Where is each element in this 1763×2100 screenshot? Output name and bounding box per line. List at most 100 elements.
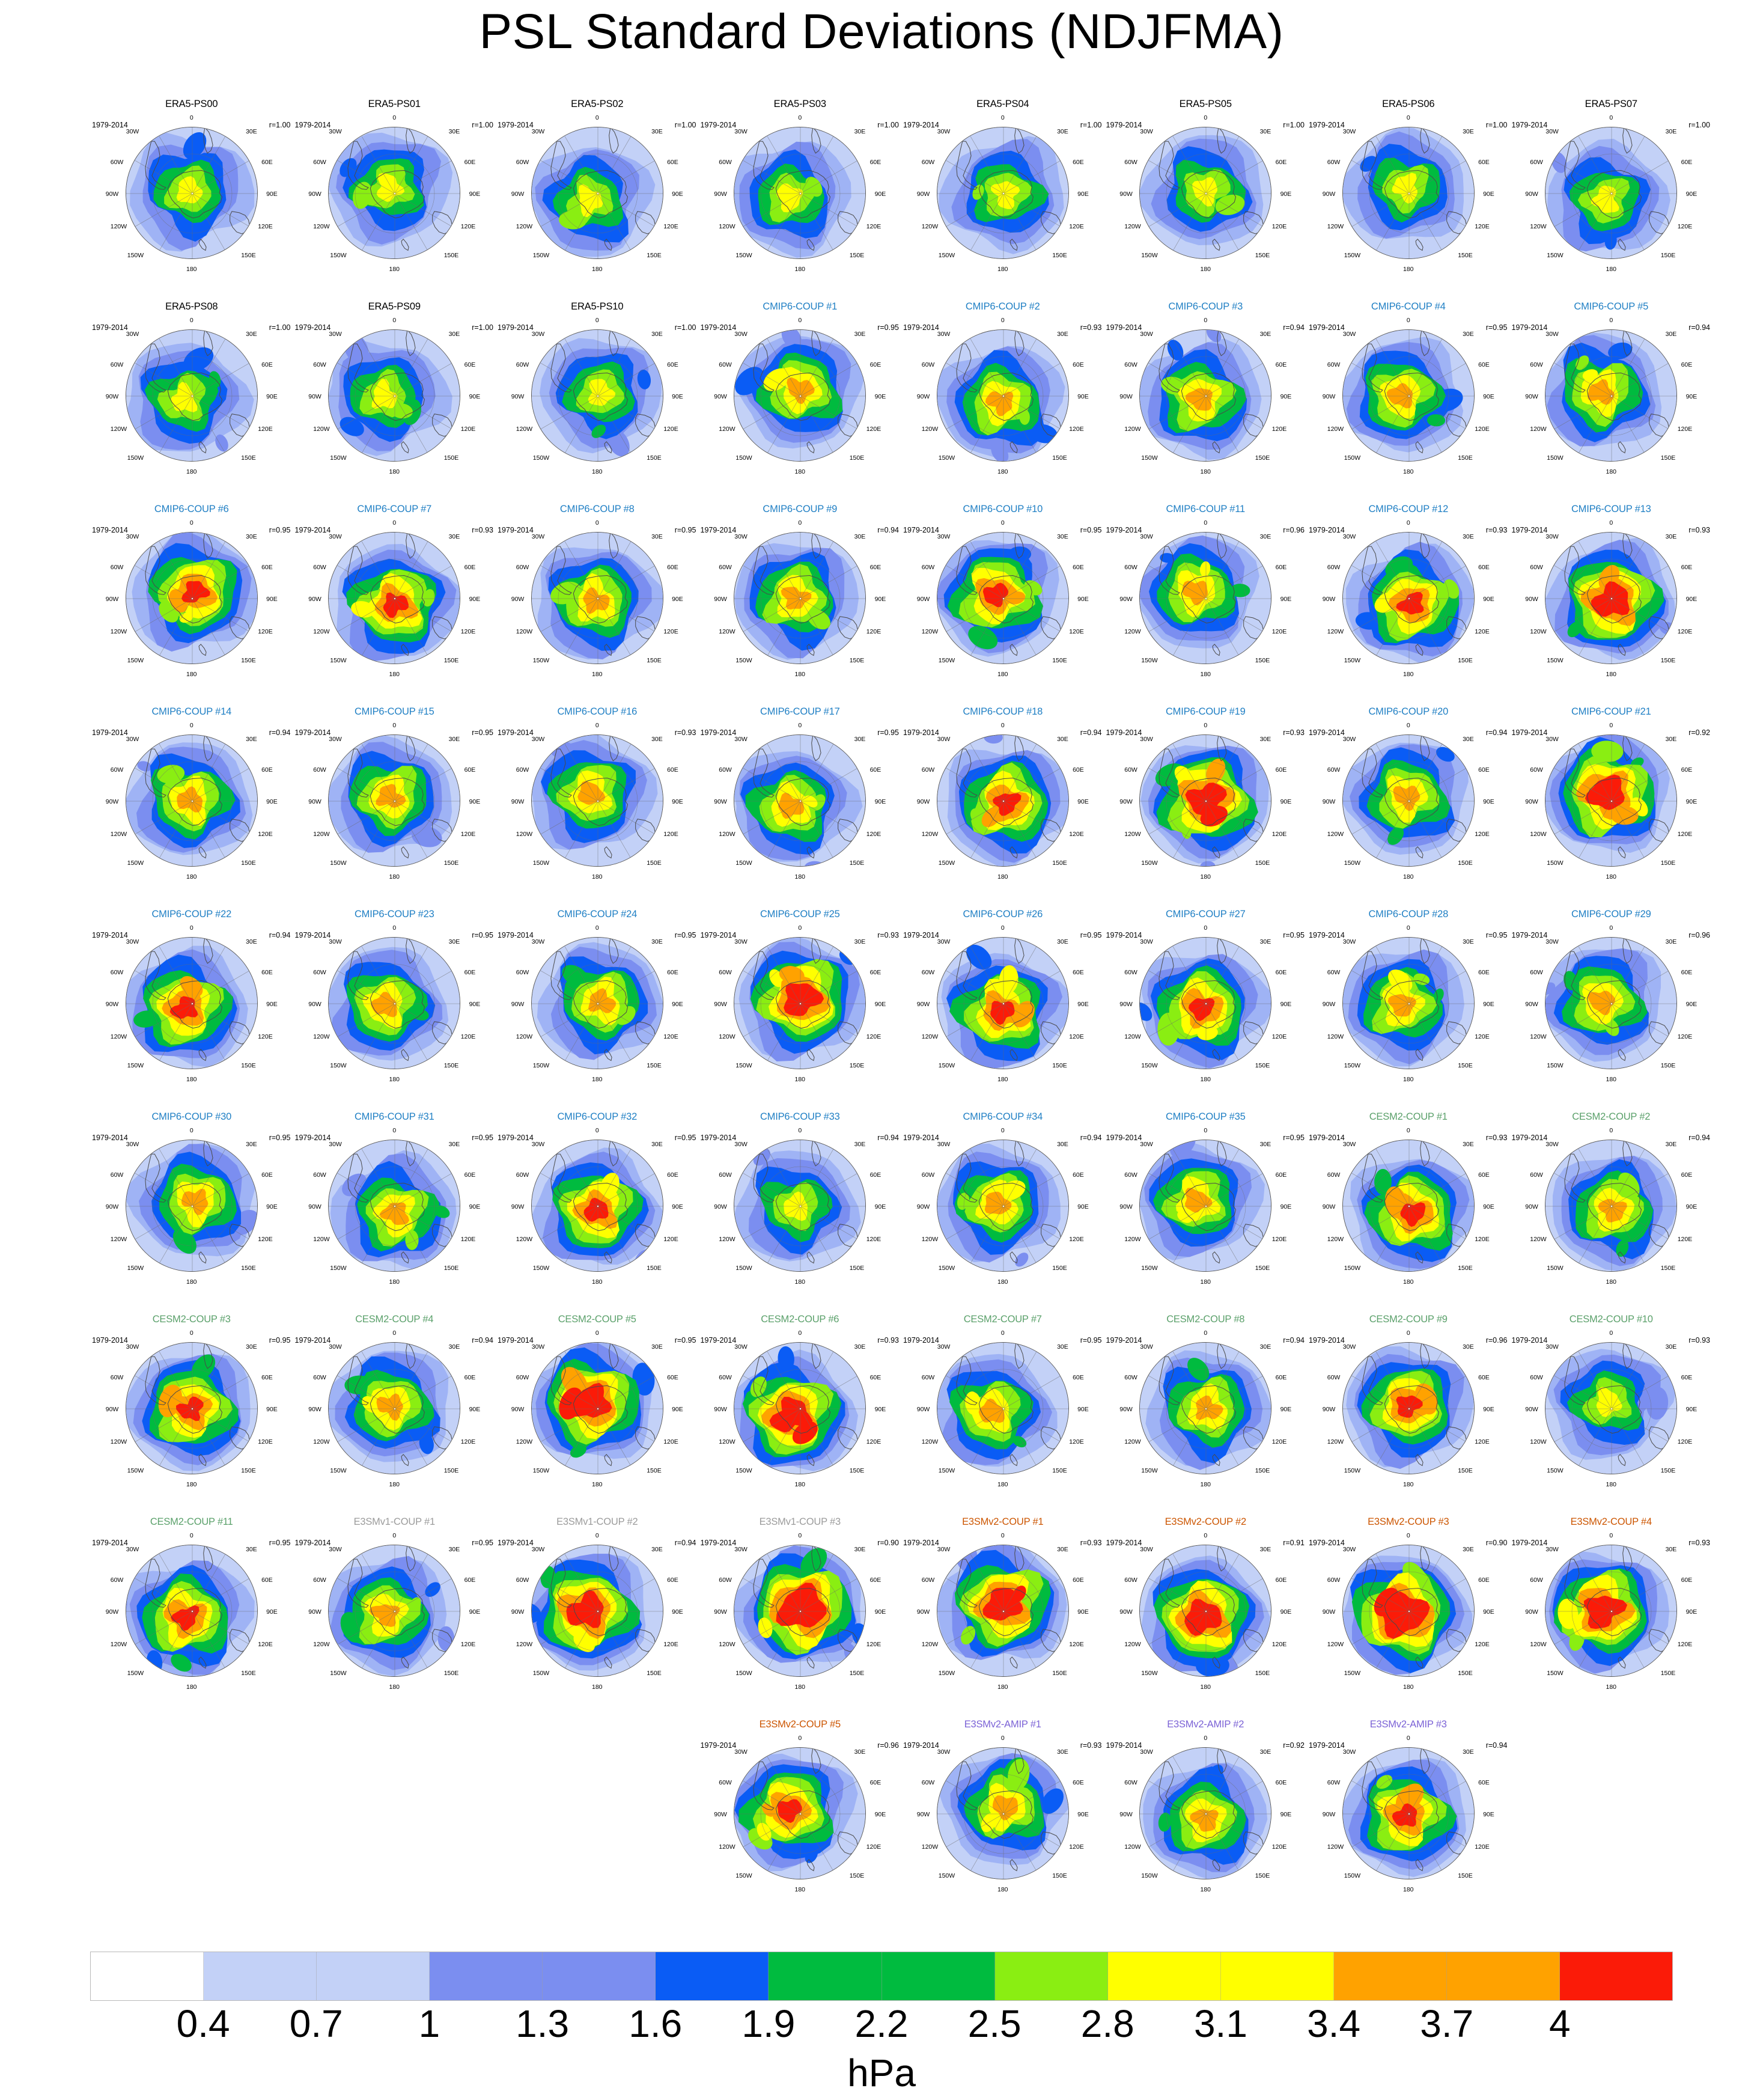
map-panel[interactable]: CMIP6-COUP #31 1979-2014 r=0.95 0 30E 60E 90E 1… bbox=[293, 1112, 496, 1314]
map-panel[interactable]: ERA5-PS09 1979-2014 r=1.00 0 30E 60E 90E 120E 15… bbox=[293, 302, 496, 504]
map-panel[interactable]: CMIP6-COUP #16 1979-2014 r=0.93 0 30E 60E 90E 1… bbox=[496, 707, 699, 909]
longitude-label: 150W bbox=[1547, 454, 1564, 462]
map-panel[interactable]: CMIP6-COUP #25 1979-2014 r=0.93 0 30E 60E 90E 1… bbox=[699, 909, 902, 1112]
longitude-label: 150W bbox=[1547, 1062, 1564, 1069]
map-panel[interactable]: CMIP6-COUP #17 1979-2014 r=0.95 0 30E 60E 90E 1… bbox=[699, 707, 902, 909]
longitude-label: 60E bbox=[1275, 1779, 1287, 1786]
map-panel[interactable]: CMIP6-COUP #2 1979-2014 r=0.93 0 30E 60E 90E 12… bbox=[901, 302, 1104, 504]
map-panel[interactable]: CMIP6-COUP #14 1979-2014 r=0.94 0 30E 60E 90E 1… bbox=[90, 707, 293, 909]
longitude-label: 30W bbox=[126, 736, 139, 743]
map-panel[interactable]: CMIP6-COUP #13 1979-2014 r=0.93 0 30E 60E 90E 1… bbox=[1510, 504, 1713, 707]
longitude-label: 0 bbox=[1406, 1735, 1410, 1742]
map-panel[interactable]: CMIP6-COUP #3 1979-2014 r=0.94 0 30E 60E 90E 12… bbox=[1104, 302, 1308, 504]
map-panel[interactable]: E3SMv2-AMIP #3 1979-2014 r=0.94 0 30E 60E 90E 1… bbox=[1307, 1720, 1510, 1922]
map-panel[interactable]: ERA5-PS03 1979-2014 r=1.00 0 30E 60E 90E 120E 15… bbox=[699, 99, 902, 302]
map-panel[interactable]: ERA5-PS05 1979-2014 r=1.00 0 30E 60E 90E 120E 15… bbox=[1104, 99, 1308, 302]
map-panel[interactable]: CMIP6-COUP #18 1979-2014 r=0.94 0 30E 60E 90E 1… bbox=[901, 707, 1104, 909]
longitude-label: 90W bbox=[1322, 1406, 1336, 1413]
longitude-label: 120W bbox=[110, 1438, 127, 1445]
longitude-label: 150W bbox=[735, 1265, 752, 1272]
map-panel[interactable]: CESM2-COUP #3 1979-2014 r=0.95 0 30E 60E 90E 12… bbox=[90, 1314, 293, 1517]
map-panel[interactable]: CESM2-COUP #11 1979-2014 r=0.95 0 30E 60E 90E 1… bbox=[90, 1517, 293, 1720]
map-panel[interactable]: CMIP6-COUP #20 1979-2014 r=0.94 0 30E 60E 90E 1… bbox=[1307, 707, 1510, 909]
map-panel[interactable]: CMIP6-COUP #26 1979-2014 r=0.95 0 30E 60E 90E 1… bbox=[901, 909, 1104, 1112]
map-panel[interactable]: CMIP6-COUP #29 1979-2014 r=0.96 0 30E 60E 90E 1… bbox=[1510, 909, 1713, 1112]
colorbar-tick: 1.6 bbox=[629, 2002, 683, 2045]
longitude-label: 30W bbox=[1140, 128, 1153, 135]
polar-map: 0 30E 60E 90E 120E 150E 180 150W 120W 90W 60W 30W bbox=[308, 115, 480, 272]
map-panel[interactable]: ERA5-PS08 1979-2014 r=1.00 0 30E 60E 90E 120E 15… bbox=[90, 302, 293, 504]
longitude-label: 0 bbox=[392, 722, 397, 729]
longitude-label: 30E bbox=[1057, 1546, 1068, 1553]
map-panel[interactable]: CESM2-COUP #7 1979-2014 r=0.95 0 30E 60E 90E 12… bbox=[901, 1314, 1104, 1517]
map-panel[interactable]: E3SMv2-COUP #1 1979-2014 r=0.93 0 30E 60E 90E 1… bbox=[901, 1517, 1104, 1720]
map-panel[interactable]: CESM2-COUP #10 1979-2014 r=0.93 0 30E 60E 90E 1… bbox=[1510, 1314, 1713, 1517]
longitude-label: 150E bbox=[1052, 1872, 1067, 1879]
map-panel[interactable]: CESM2-COUP #9 1979-2014 r=0.96 0 30E 60E 90E 12… bbox=[1307, 1314, 1510, 1517]
longitude-label: 60W bbox=[313, 564, 326, 571]
map-panel[interactable]: CMIP6-COUP #9 1979-2014 r=0.94 0 30E 60E 90E 12… bbox=[699, 504, 902, 707]
map-panel[interactable]: CESM2-COUP #1 1979-2014 r=0.93 0 30E 60E 90E 12… bbox=[1307, 1112, 1510, 1314]
longitude-label: 90E bbox=[1685, 798, 1698, 805]
map-panel[interactable]: CMIP6-COUP #34 1979-2014 r=0.94 0 30E 60E 90E 1… bbox=[901, 1112, 1104, 1314]
map-panel[interactable]: CESM2-COUP #6 1979-2014 r=0.93 0 30E 60E 90E 12… bbox=[699, 1314, 902, 1517]
panel-title: CMIP6-COUP #15 bbox=[354, 706, 434, 717]
map-panel[interactable]: CESM2-COUP #5 1979-2014 r=0.95 0 30E 60E 90E 12… bbox=[496, 1314, 699, 1517]
map-panel[interactable]: CMIP6-COUP #10 1979-2014 r=0.95 0 30E 60E 90E 1… bbox=[901, 504, 1104, 707]
longitude-label: 30W bbox=[126, 533, 139, 540]
map-panel[interactable]: CMIP6-COUP #32 1979-2014 r=0.95 0 30E 60E 90E 1… bbox=[496, 1112, 699, 1314]
longitude-label: 120E bbox=[1069, 1438, 1084, 1445]
map-panel[interactable]: CESM2-COUP #4 1979-2014 r=0.94 0 30E 60E 90E 12… bbox=[293, 1314, 496, 1517]
map-panel[interactable]: CMIP6-COUP #28 1979-2014 r=0.95 0 30E 60E 90E 1… bbox=[1307, 909, 1510, 1112]
map-panel[interactable]: ERA5-PS00 1979-2014 r=1.00 0 30E 60E 90E 120E 15… bbox=[90, 99, 293, 302]
map-panel[interactable]: CMIP6-COUP #8 1979-2014 r=0.95 0 30E 60E 90E 12… bbox=[496, 504, 699, 707]
map-panel[interactable]: CESM2-COUP #8 1979-2014 r=0.94 0 30E 60E 90E 12… bbox=[1104, 1314, 1308, 1517]
map-panel[interactable]: ERA5-PS06 1979-2014 r=1.00 0 30E 60E 90E 120E 15… bbox=[1307, 99, 1510, 302]
map-panel[interactable]: E3SMv1-COUP #3 1979-2014 r=0.90 0 30E 60E 90E 1… bbox=[699, 1517, 902, 1720]
map-panel[interactable]: E3SMv2-COUP #2 1979-2014 r=0.91 0 30E 60E 90E 1… bbox=[1104, 1517, 1308, 1720]
longitude-label: 150W bbox=[938, 252, 955, 259]
map-panel[interactable]: CMIP6-COUP #6 1979-2014 r=0.95 0 30E 60E 90E 12… bbox=[90, 504, 293, 707]
map-panel[interactable]: E3SMv2-COUP #4 1979-2014 r=0.93 0 30E 60E 90E 1… bbox=[1510, 1517, 1713, 1720]
map-panel[interactable]: CMIP6-COUP #35 1979-2014 r=0.95 0 30E 60E 90E 1… bbox=[1104, 1112, 1308, 1314]
map-panel[interactable]: CMIP6-COUP #19 1979-2014 r=0.93 0 30E 60E 90E 1… bbox=[1104, 707, 1308, 909]
map-panel[interactable]: CMIP6-COUP #24 1979-2014 r=0.95 0 30E 60E 90E 1… bbox=[496, 909, 699, 1112]
map-panel[interactable]: CMIP6-COUP #12 1979-2014 r=0.93 0 30E 60E 90E 1… bbox=[1307, 504, 1510, 707]
longitude-label: 180 bbox=[794, 873, 806, 881]
map-panel[interactable]: CMIP6-COUP #11 1979-2014 r=0.96 0 30E 60E 90E 1… bbox=[1104, 504, 1308, 707]
map-panel[interactable]: CMIP6-COUP #23 1979-2014 r=0.95 0 30E 60E 90E 1… bbox=[293, 909, 496, 1112]
map-panel[interactable]: CESM2-COUP #2 1979-2014 r=0.94 0 30E 60E 90E 12… bbox=[1510, 1112, 1713, 1314]
globe-disc bbox=[734, 937, 866, 1069]
map-panel[interactable]: ERA5-PS01 1979-2014 r=1.00 0 30E 60E 90E 120E 15… bbox=[293, 99, 496, 302]
longitude-label: 0 bbox=[1000, 1735, 1005, 1742]
map-panel[interactable]: E3SMv2-AMIP #1 1979-2014 r=0.93 0 30E 60E 90E 1… bbox=[901, 1720, 1104, 1922]
map-panel[interactable]: CMIP6-COUP #22 1979-2014 r=0.94 0 30E 60E 90E 1… bbox=[90, 909, 293, 1112]
map-panel[interactable]: ERA5-PS02 1979-2014 r=1.00 0 30E 60E 90E 120E 15… bbox=[496, 99, 699, 302]
map-panel[interactable]: CMIP6-COUP #21 1979-2014 r=0.92 0 30E 60E 90E 1… bbox=[1510, 707, 1713, 909]
map-panel[interactable]: E3SMv2-AMIP #2 1979-2014 r=0.92 0 30E 60E 90E 1… bbox=[1104, 1720, 1308, 1922]
longitude-label: 60E bbox=[1073, 361, 1084, 368]
map-panel[interactable]: CMIP6-COUP #30 1979-2014 r=0.95 0 30E 60E 90E 1… bbox=[90, 1112, 293, 1314]
map-panel[interactable]: CMIP6-COUP #15 1979-2014 r=0.95 0 30E 60E 90E 1… bbox=[293, 707, 496, 909]
map-panel[interactable]: CMIP6-COUP #7 1979-2014 r=0.93 0 30E 60E 90E 12… bbox=[293, 504, 496, 707]
map-panel[interactable]: CMIP6-COUP #4 1979-2014 r=0.95 0 30E 60E 90E 12… bbox=[1307, 302, 1510, 504]
map-panel[interactable]: ERA5-PS04 1979-2014 r=1.00 0 30E 60E 90E 120E 15… bbox=[901, 99, 1104, 302]
map-panel[interactable]: CMIP6-COUP #1 1979-2014 r=0.95 0 30E 60E 90E 12… bbox=[699, 302, 902, 504]
longitude-label: 90W bbox=[1322, 1608, 1336, 1616]
map-panel[interactable]: CMIP6-COUP #27 1979-2014 r=0.95 0 30E 60E 90E 1… bbox=[1104, 909, 1308, 1112]
map-panel[interactable]: ERA5-PS07 1979-2014 r=1.00 0 30E 60E 90E 120E 15… bbox=[1510, 99, 1713, 302]
panel-row: CMIP6-COUP #6 1979-2014 r=0.95 0 30E 60E 90E 12… bbox=[90, 504, 1713, 707]
map-panel[interactable]: CMIP6-COUP #5 1979-2014 r=0.94 0 30E 60E 90E 12… bbox=[1510, 302, 1713, 504]
map-panel[interactable]: CMIP6-COUP #33 1979-2014 r=0.94 0 30E 60E 90E 1… bbox=[699, 1112, 902, 1314]
panel-period-label: 1979-2014 bbox=[903, 1336, 939, 1345]
map-panel[interactable]: E3SMv1-COUP #2 1979-2014 r=0.94 0 30E 60E 90E 1… bbox=[496, 1517, 699, 1720]
map-panel[interactable]: E3SMv2-COUP #3 1979-2014 r=0.90 0 30E 60E 90E 1… bbox=[1307, 1517, 1510, 1720]
map-panel[interactable]: E3SMv1-COUP #1 1979-2014 r=0.95 0 30E 60E 90E 1… bbox=[293, 1517, 496, 1720]
map-panel[interactable]: ERA5-PS10 1979-2014 r=1.00 0 30E 60E 90E 120E 15… bbox=[496, 302, 699, 504]
longitude-label: 150W bbox=[938, 859, 955, 867]
panel-row: ERA5-PS08 1979-2014 r=1.00 0 30E 60E 90E 120E 15… bbox=[90, 302, 1713, 504]
panel-title: CMIP6-COUP #11 bbox=[1166, 504, 1246, 514]
longitude-label: 150W bbox=[1141, 859, 1158, 867]
longitude-label: 120E bbox=[1475, 426, 1490, 433]
map-panel[interactable]: E3SMv2-COUP #5 1979-2014 r=0.96 0 30E 60E 90E 1… bbox=[699, 1720, 902, 1922]
